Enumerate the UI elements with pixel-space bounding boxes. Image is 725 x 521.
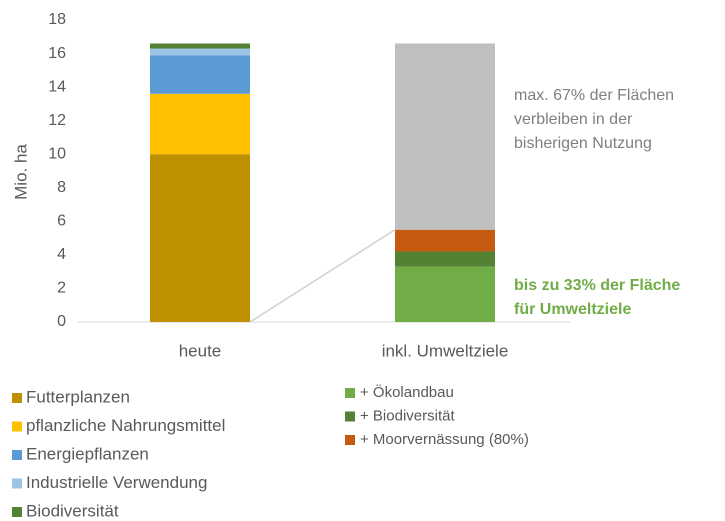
annotation: bisherigen Nutzung [514, 135, 652, 152]
legend-label: + Biodiversität [360, 407, 455, 424]
legend-swatch [345, 388, 355, 398]
legend-swatch [12, 393, 22, 403]
y-tick-label: 18 [48, 11, 66, 28]
bar-segment [395, 229, 495, 252]
bar-segment [150, 154, 250, 322]
legend-label: Energiepflanzen [26, 444, 149, 463]
bar-segment [395, 266, 495, 322]
legend-swatch [12, 421, 22, 432]
legend-swatch [345, 411, 355, 422]
legend-label: Futterplanzen [26, 387, 130, 406]
annotation: max. 67% der Flächen [514, 87, 674, 104]
bar-segment [150, 93, 250, 155]
legend-swatch [12, 450, 22, 460]
y-tick-label: 14 [48, 78, 66, 95]
x-tick-label: heute [179, 341, 222, 360]
annotation: verbleiben in der [514, 111, 633, 128]
bar-segment [150, 48, 250, 56]
legend-label: Industrielle Verwendung [26, 473, 207, 492]
y-axis-label: Mio. ha [11, 144, 30, 200]
y-tick-label: 10 [48, 145, 66, 162]
y-tick-label: 2 [57, 280, 66, 297]
y-tick-label: 0 [57, 313, 66, 330]
legend-label: + Moorvernässung (80%) [360, 431, 529, 448]
annotation: bis zu 33% der Fläche [514, 277, 680, 294]
connector [249, 229, 396, 323]
bar-segment [150, 43, 250, 49]
y-tick-label: 6 [57, 213, 66, 230]
legend-swatch [12, 507, 22, 517]
legend-label: + Ökolandbau [360, 383, 454, 401]
legend-swatch [12, 478, 22, 489]
legend-label: Biodiversität [26, 501, 119, 520]
y-tick-label: 4 [57, 246, 66, 263]
bar-segment [395, 43, 495, 230]
legend-swatch [345, 435, 355, 445]
x-tick-label: inkl. Umweltziele [382, 341, 509, 360]
legend-label: pflanzliche Nahrungsmittel [26, 416, 225, 435]
bar-segment [150, 55, 250, 94]
bar-segment [395, 251, 495, 267]
annotation: für Umweltziele [514, 301, 631, 318]
y-tick-label: 8 [57, 179, 66, 196]
y-tick-label: 16 [48, 45, 66, 62]
y-tick-label: 12 [48, 112, 66, 129]
